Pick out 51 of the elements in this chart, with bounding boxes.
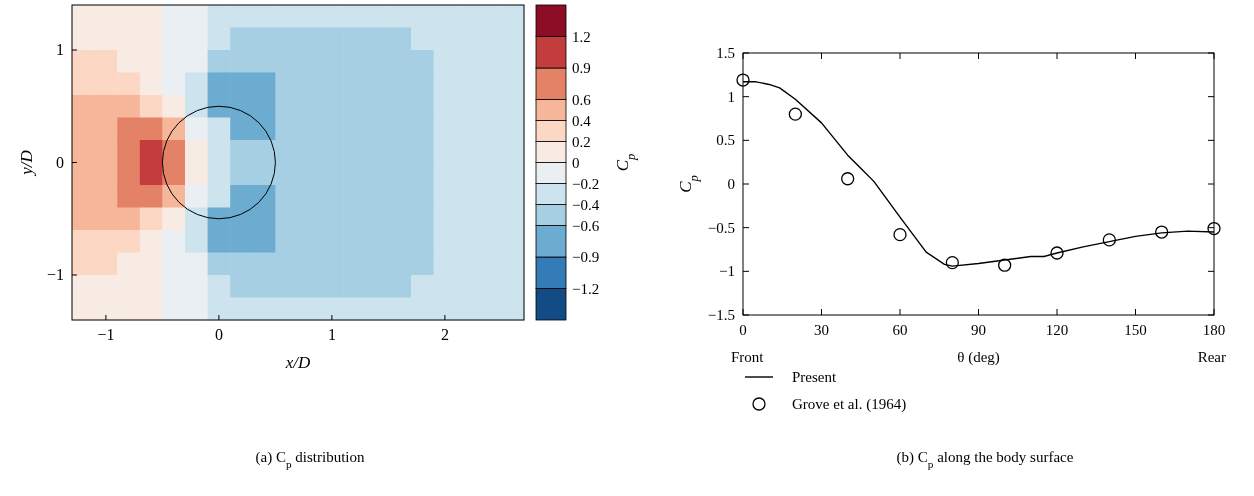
point [1155, 225, 1169, 239]
y-tick-label: −1.5 [707, 307, 735, 323]
color-bar-label: 0 [572, 154, 580, 171]
color-bar-label: −0.4 [572, 196, 600, 213]
color-bar-label: −0.9 [572, 249, 600, 265]
x-tick-label: 2 [440, 326, 449, 343]
legend-label: Grove et al. (1964) [792, 396, 907, 413]
text: (a) C$_{p}$ distribution [255, 449, 365, 470]
x-tick-label: 60 [892, 322, 908, 338]
text: Front [731, 349, 765, 365]
point [1102, 233, 1116, 247]
y-tick-label: −0.5 [707, 219, 735, 236]
y-tick-label: −1 [719, 263, 735, 280]
legend-label: Present [792, 369, 837, 385]
point [945, 255, 959, 270]
point [998, 258, 1012, 272]
x-tick-label: 0 [739, 322, 747, 338]
color-bar-label: −0.2 [572, 175, 600, 192]
y-axis-title: y/D [17, 149, 36, 177]
color-bar-label: 1.2 [572, 28, 591, 45]
x-tick-label: 0 [214, 326, 223, 343]
point [893, 228, 907, 242]
point [1050, 246, 1064, 260]
y-tick-label: 1 [727, 88, 735, 105]
point [1207, 221, 1221, 236]
text: (b) C$_{p}$ along the body surface [896, 449, 1074, 470]
x-axis-title: x/D [284, 353, 311, 372]
color-bar-label: −0.6 [572, 217, 600, 234]
x-tick-label: 30 [814, 322, 829, 338]
x-tick-label: 90 [971, 322, 986, 338]
x-tick-label: 1 [327, 326, 336, 343]
x-tick-label: −1 [97, 326, 115, 343]
color-bar-label: 0.2 [572, 133, 591, 150]
x-tick-label: 180 [1202, 322, 1226, 338]
y-tick-label: 1 [56, 41, 64, 58]
color-bar-label: 0.9 [572, 60, 591, 76]
point [736, 73, 750, 87]
y-tick-label: 0.5 [716, 132, 735, 149]
point [841, 172, 855, 186]
y-tick-label: 0 [727, 176, 735, 192]
x-axis-title: θ (deg) [957, 349, 1000, 366]
y-tick-label: 0 [56, 153, 64, 171]
color-bar-label: −1.2 [572, 280, 600, 297]
x-tick-label: 150 [1124, 322, 1147, 338]
y-tick-label: 1.5 [716, 45, 735, 61]
color-bar-label: 0.6 [572, 91, 592, 108]
point [788, 107, 802, 121]
y-tick-label: −1 [46, 266, 64, 283]
x-tick-label: 120 [1045, 322, 1069, 338]
text: Rear [1197, 349, 1226, 365]
color-bar-label: 0.4 [572, 112, 592, 129]
